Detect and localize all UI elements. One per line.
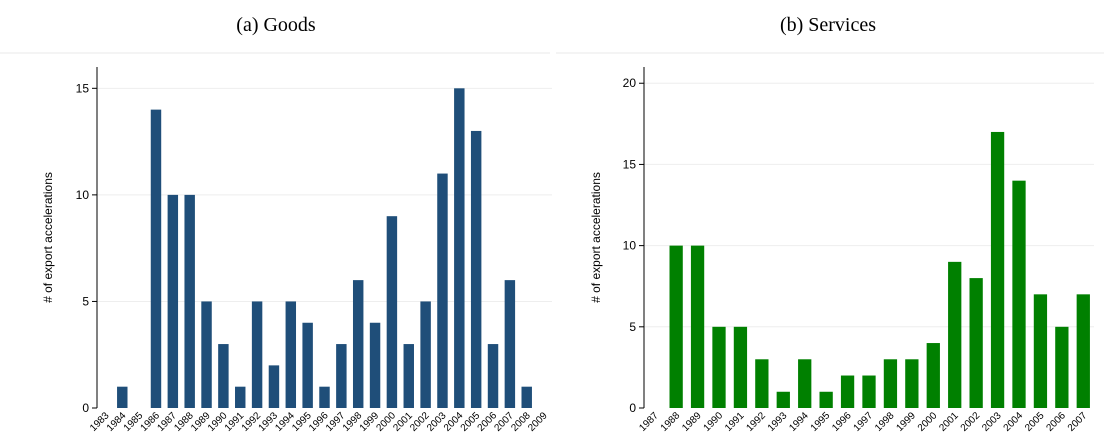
bar-services-1992 xyxy=(755,359,769,408)
bar-goods-1995 xyxy=(302,322,313,408)
bar-services-2007 xyxy=(1076,294,1090,408)
bar-goods-1999 xyxy=(369,322,381,408)
x-tick-label-services-2003: 2003 xyxy=(980,410,1004,434)
x-tick-label-services-1994: 1994 xyxy=(787,410,811,434)
x-tick-label-services-1992: 1992 xyxy=(744,410,768,434)
x-tick-label-services-1987: 1987 xyxy=(637,410,661,434)
chart-title-goods: (a) Goods xyxy=(236,14,316,36)
bar-services-1998 xyxy=(883,359,898,408)
y-tick-label-services-2: 10 xyxy=(623,239,637,253)
x-tick-label-services-2001: 2001 xyxy=(937,410,961,434)
y-tick-label-goods-0: 0 xyxy=(82,401,89,415)
x-tick-label-services-1999: 1999 xyxy=(894,410,918,434)
x-tick-label-services-1991: 1991 xyxy=(723,410,747,434)
bar-goods-2008 xyxy=(521,386,532,408)
x-tick-label-services-2006: 2006 xyxy=(1044,410,1068,434)
y-axis-label-goods: # of export accelerations xyxy=(41,172,55,303)
bar-goods-1986 xyxy=(150,109,162,408)
bar-services-1993 xyxy=(776,391,790,408)
bar-services-1999 xyxy=(905,359,919,408)
bar-goods-2001 xyxy=(403,344,414,408)
y-tick-label-goods-1: 5 xyxy=(82,294,89,308)
y-tick-label-services-1: 5 xyxy=(629,320,636,334)
x-tick-label-services-1997: 1997 xyxy=(852,410,876,434)
x-tick-label-services-1993: 1993 xyxy=(766,410,790,434)
chart-title-services: (b) Services xyxy=(779,14,877,36)
y-tick-label-goods-2: 10 xyxy=(76,188,90,202)
bar-goods-1989 xyxy=(201,301,212,408)
bar-services-2005 xyxy=(1033,294,1048,408)
x-tick-label-services-1989: 1989 xyxy=(680,410,704,434)
bar-goods-1988 xyxy=(184,194,195,408)
bar-goods-2004 xyxy=(454,88,465,408)
bar-goods-2003 xyxy=(437,173,448,408)
x-tick-label-services-2000: 2000 xyxy=(916,410,940,434)
bar-goods-1997 xyxy=(336,344,347,408)
bar-goods-1987 xyxy=(167,194,179,408)
x-tick-label-services-1998: 1998 xyxy=(873,410,897,434)
x-tick-label-services-2002: 2002 xyxy=(959,410,983,434)
y-tick-label-services-3: 15 xyxy=(623,157,637,171)
bar-services-1988 xyxy=(669,245,683,408)
bar-goods-1993 xyxy=(268,365,280,408)
bar-services-2001 xyxy=(948,261,962,408)
bar-services-1990 xyxy=(712,326,726,408)
x-tick-label-services-1996: 1996 xyxy=(830,410,854,434)
x-tick-label-services-2004: 2004 xyxy=(1002,410,1026,434)
bar-services-1995 xyxy=(819,391,833,408)
x-tick-label-services-1990: 1990 xyxy=(702,410,726,434)
x-tick-label-services-1988: 1988 xyxy=(659,410,683,434)
bar-services-2004 xyxy=(1012,180,1026,408)
bar-services-1989 xyxy=(690,245,705,408)
bar-goods-1984 xyxy=(117,386,128,408)
bar-services-1996 xyxy=(840,375,855,408)
x-tick-label-services-1995: 1995 xyxy=(809,410,833,434)
bar-goods-2007 xyxy=(504,280,516,408)
bar-goods-2000 xyxy=(386,216,398,408)
bar-goods-2006 xyxy=(487,344,499,408)
y-tick-label-goods-3: 15 xyxy=(76,81,90,95)
bar-services-1994 xyxy=(798,359,812,408)
bar-services-2006 xyxy=(1055,326,1069,408)
bar-services-2000 xyxy=(926,343,940,408)
bar-goods-1994 xyxy=(285,301,297,408)
bar-goods-1990 xyxy=(218,344,229,408)
bar-goods-1992 xyxy=(251,301,263,408)
bar-goods-2005 xyxy=(470,130,482,408)
y-axis-label-services: # of export accelerations xyxy=(589,172,603,303)
x-tick-label-services-2005: 2005 xyxy=(1023,410,1047,434)
y-tick-label-services-0: 0 xyxy=(629,401,636,415)
bar-goods-1996 xyxy=(319,386,330,408)
x-tick-label-goods-2009: 2009 xyxy=(526,410,550,434)
x-tick-label-services-2007: 2007 xyxy=(1066,410,1090,434)
bar-services-1997 xyxy=(862,375,876,408)
y-tick-label-services-4: 20 xyxy=(623,76,637,90)
bar-services-2002 xyxy=(969,278,983,408)
bar-services-1991 xyxy=(733,326,748,408)
bar-services-2003 xyxy=(990,131,1005,408)
bar-goods-2002 xyxy=(420,301,431,408)
bar-goods-1998 xyxy=(352,280,364,408)
bar-goods-1991 xyxy=(235,386,246,408)
